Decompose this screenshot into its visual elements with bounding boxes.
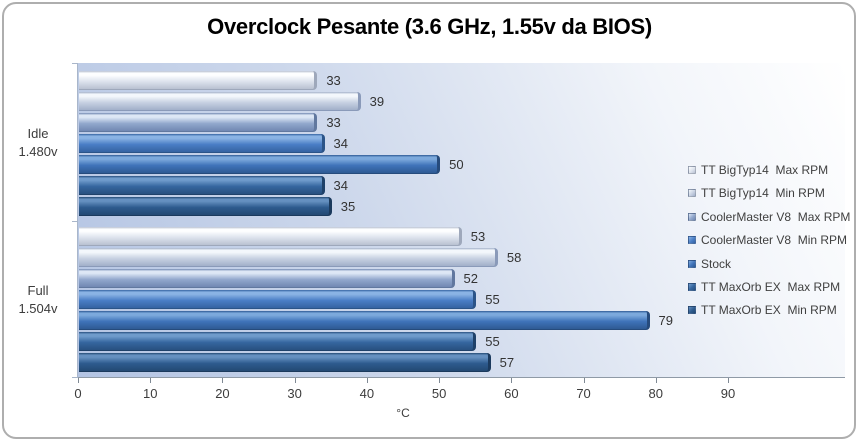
x-axis-tick-label: 60: [504, 386, 519, 401]
chart-title: Overclock Pesante (3.6 GHz, 1.55v da BIO…: [207, 14, 652, 39]
legend-entry: TT MaxOrb EX Max RPM: [688, 279, 840, 295]
bar-coolermaster-v8-max-rpm-idle: [79, 113, 318, 132]
x-axis-tick: [366, 378, 368, 383]
y-category-line2: 1.480v: [18, 144, 58, 159]
x-axis-tick: [150, 378, 152, 383]
y-category-line1: Idle: [27, 126, 49, 141]
bar-tt-maxorb-ex-max-rpm-full: [79, 332, 477, 351]
x-axis-tick: [222, 378, 224, 383]
legend-entry: TT BigTyp14 Min RPM: [688, 185, 825, 201]
legend-marker-icon: [688, 259, 696, 268]
bar-value-label: 33: [326, 115, 341, 130]
y-category-line2: 1.504v: [18, 301, 58, 316]
y-axis-tick: [72, 221, 78, 222]
bar-value-label: 53: [470, 229, 486, 244]
bar-coolermaster-v8-min-rpm-idle: [79, 134, 325, 153]
legend-marker-icon: [688, 189, 696, 198]
x-axis-title: °C: [396, 406, 410, 420]
bar-value-label: 50: [449, 157, 464, 172]
legend-label: TT BigTyp14 Min RPM: [701, 186, 825, 201]
bar-value-label: 57: [499, 355, 515, 370]
y-category-label: Full 1.504v: [6, 282, 70, 318]
legend-entry: TT BigTyp14 Max RPM: [688, 162, 828, 178]
bar-tt-bigtyp14-min-rpm-idle: [79, 92, 361, 111]
bar-tt-maxorb-ex-max-rpm-idle: [79, 176, 325, 195]
bar-value-label: 55: [485, 292, 500, 307]
legend-marker-icon: [688, 166, 696, 174]
bar-stock-full: [79, 311, 650, 330]
x-axis-tick-label: 0: [74, 386, 82, 401]
y-axis-line: [77, 63, 78, 378]
bar-coolermaster-v8-min-rpm-full: [79, 290, 477, 309]
bar-tt-maxorb-ex-min-rpm-idle: [79, 197, 332, 216]
y-axis-tick: [72, 63, 78, 64]
x-axis-tick: [511, 378, 513, 383]
legend-label: TT MaxOrb EX Min RPM: [701, 303, 837, 318]
legend-marker-icon: [688, 236, 696, 245]
x-axis-tick-label: 20: [215, 386, 230, 401]
y-category-line1: Full: [27, 283, 49, 298]
legend-marker-icon: [688, 306, 696, 315]
legend-entry: CoolerMaster V8 Min RPM: [688, 232, 847, 248]
x-axis-tick-label: 70: [576, 386, 591, 401]
x-axis-tick-label: 90: [720, 386, 736, 401]
legend-label: CoolerMaster V8 Min RPM: [701, 233, 848, 248]
legend-label: Stock: [701, 256, 732, 271]
bar-coolermaster-v8-max-rpm-full: [79, 269, 455, 288]
legend-entry: CoolerMaster V8 Max RPM: [688, 209, 850, 225]
x-axis-tick: [655, 378, 657, 383]
legend-marker-icon: [688, 212, 696, 221]
x-axis-tick: [439, 378, 441, 383]
x-axis-tick-label: 30: [287, 386, 302, 401]
x-axis-tick-label: 50: [431, 386, 447, 401]
legend-entry: Stock: [688, 256, 731, 272]
bar-value-label: 55: [485, 334, 500, 349]
legend-label: TT MaxOrb EX Max RPM: [701, 280, 841, 294]
bar-value-label: 34: [333, 136, 349, 151]
x-axis-tick-label: 40: [359, 386, 375, 401]
legend-label: TT BigTyp14 Max RPM: [701, 163, 829, 177]
bar-value-label: 52: [463, 271, 479, 286]
legend-entry: TT MaxOrb EX Min RPM: [688, 302, 837, 318]
bar-tt-bigtyp14-max-rpm-full: [79, 227, 462, 246]
bar-stock-idle: [79, 155, 441, 174]
y-category-label: Idle 1.480v: [6, 125, 70, 161]
bar-value-label: 34: [333, 178, 349, 193]
x-axis-tick-label: 10: [142, 386, 158, 401]
legend-marker-icon: [688, 283, 696, 291]
x-axis-tick-label: 80: [648, 386, 663, 401]
bar-tt-bigtyp14-max-rpm-idle: [79, 71, 318, 90]
bar-tt-bigtyp14-min-rpm-full: [79, 248, 498, 267]
bar-value-label: 33: [326, 73, 341, 88]
x-axis-tick: [728, 378, 729, 383]
x-axis-tick: [294, 378, 296, 383]
bar-value-label: 39: [369, 94, 385, 109]
y-axis-tick: [72, 377, 78, 378]
bar-value-label: 35: [340, 199, 356, 214]
x-axis-line: [72, 377, 845, 378]
bar-value-label: 58: [506, 250, 522, 265]
x-axis-tick: [78, 378, 79, 383]
x-axis-tick: [583, 378, 585, 383]
legend-label: CoolerMaster V8 Max RPM: [701, 209, 851, 224]
bar-value-label: 79: [658, 313, 674, 328]
bar-tt-maxorb-ex-min-rpm-full: [79, 353, 491, 372]
